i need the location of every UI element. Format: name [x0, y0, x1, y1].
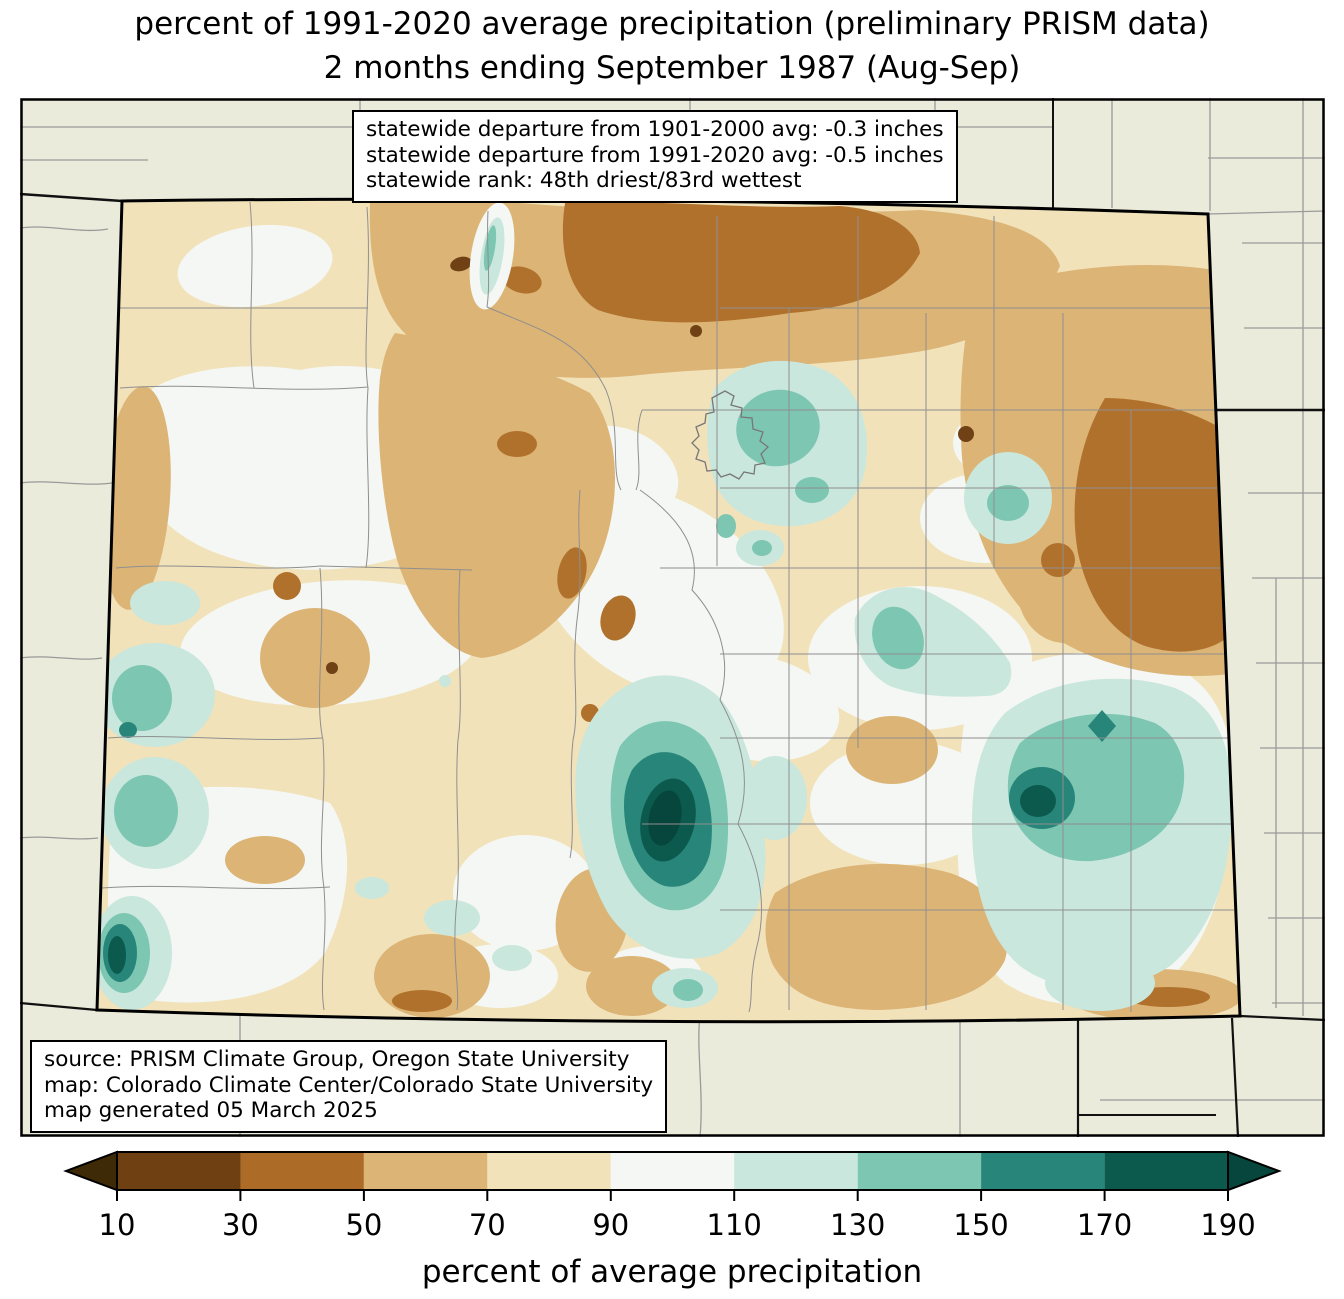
source-line: map: Colorado Climate Center/Colorado St…: [44, 1072, 654, 1098]
chart-title: percent of 1991-2020 average precipitati…: [134, 6, 1210, 42]
colorbar-segment: [363, 1152, 488, 1190]
colorbar-tick-label: 150: [953, 1208, 1008, 1242]
source-line: source: PRISM Climate Group, Oregon Stat…: [44, 1047, 630, 1072]
source-line: map generated 05 March 2025: [44, 1098, 378, 1123]
colorbar-outline: [116, 1151, 1229, 1191]
colorbar-tick-label: 170: [1077, 1208, 1132, 1242]
denver-metro-boundary: [691, 390, 769, 480]
colorbar-tick-labels: 10 30 50 70 90 110 130 150 170 190: [99, 1208, 1256, 1242]
colorbar-axis-label: percent of average precipitation: [422, 1254, 922, 1290]
colorbar-tick-label: 190: [1200, 1208, 1255, 1242]
neighbor-state-borders: [20, 98, 1325, 1137]
stats-line: statewide rank: 48th driest/83rd wettest: [366, 168, 802, 193]
colorbar-tick-label: 30: [222, 1208, 259, 1242]
dry-30-50-regions: [273, 201, 1237, 1012]
colorbar-segment: [981, 1152, 1105, 1190]
dry-anomaly-northeast: [1074, 398, 1237, 652]
colorbar: 10 30 50 70 90 110 130 150 170 190 perce…: [63, 1150, 1282, 1290]
colorbar-tick-label: 110: [707, 1208, 762, 1242]
wet-anomaly-south-central-core: [648, 790, 682, 846]
plot-border: [20, 98, 1325, 1137]
stats-box: statewide departure from 1901-2000 avg: …: [352, 110, 958, 203]
colorbar-tick-label: 90: [592, 1208, 629, 1242]
colorbar-segment: [487, 1152, 611, 1190]
colorado-precipitation-map: [20, 98, 1325, 1137]
colorbar-segment: [240, 1152, 364, 1190]
source-box: source: PRISM Climate Group, Oregon Stat…: [30, 1040, 668, 1133]
colorbar-under-arrow: [63, 1150, 118, 1192]
colorbar-ticks: [116, 1190, 1229, 1201]
colorbar-segment: [117, 1152, 241, 1190]
colorbar-segment: [857, 1152, 982, 1190]
colorbar-segments: [117, 1152, 1229, 1190]
map-frame: [20, 98, 1325, 1137]
colorbar-segment: [1104, 1152, 1229, 1190]
precip-contours: [97, 199, 1240, 1021]
colorbar-segment: [610, 1152, 735, 1190]
county-lines: [101, 201, 1234, 1013]
colorbar-tick-label: 70: [469, 1208, 506, 1242]
chart-subtitle: 2 months ending September 1987 (Aug-Sep): [323, 50, 1021, 86]
colorbar-over-arrow: [1227, 1150, 1282, 1192]
colorbar-tick-label: 50: [345, 1208, 382, 1242]
stats-line: statewide departure from 1991-2020 avg: …: [366, 142, 944, 168]
stats-line: statewide departure from 1901-2000 avg: …: [366, 117, 944, 142]
colorbar-tick-label: 130: [830, 1208, 885, 1242]
colorbar-segment: [734, 1152, 858, 1190]
colorbar-tick-label: 10: [99, 1208, 136, 1242]
dry-10-30-spots: [326, 256, 974, 674]
